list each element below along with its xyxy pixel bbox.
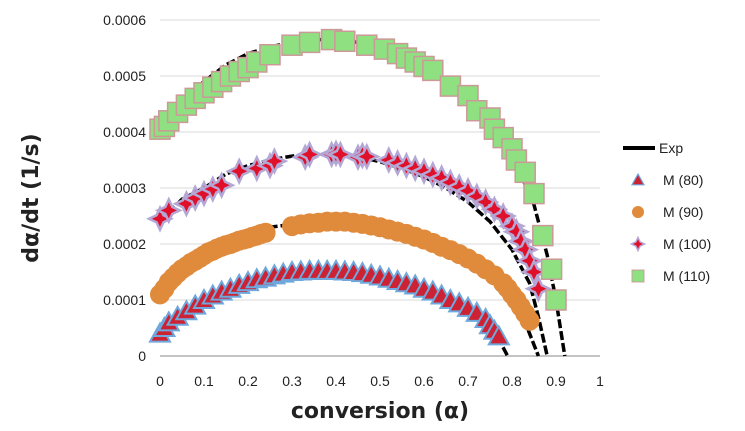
x-tick-label: 0.2	[238, 373, 258, 389]
x-tick-label: 0	[156, 373, 164, 389]
y-tick-label: 0.0006	[103, 12, 146, 28]
data-point-star	[295, 140, 324, 169]
y-tick-label: 0.0004	[103, 124, 146, 140]
y-tick-label: 0	[138, 348, 146, 364]
x-tick-label: 0.3	[282, 373, 302, 389]
x-tick-labels: 0 0.1 0.2 0.3 0.4 0.5 0.6 0.7 0.8 0.9 1	[156, 373, 604, 389]
x-axis-title: conversion (α)	[291, 399, 469, 424]
x-tick-label: 0.5	[370, 373, 390, 389]
data-point-square	[532, 224, 554, 247]
data-point-square	[259, 43, 281, 66]
legend-label: M (90)	[663, 204, 703, 220]
data-point-star	[326, 140, 355, 169]
legend-item: M (90)	[632, 204, 703, 220]
legend-label: Exp	[659, 140, 683, 156]
data-point-circle	[255, 222, 276, 243]
y-tick-label: 0.0003	[103, 180, 146, 196]
data-point-star	[480, 195, 509, 224]
legend-item: Exp	[623, 140, 683, 156]
data-point-square	[422, 59, 444, 82]
data-markers	[146, 28, 567, 346]
data-point-star	[520, 258, 548, 286]
series-triangle-markers	[148, 258, 511, 346]
x-tick-label: 1	[596, 373, 604, 389]
legend-item: M (80)	[630, 172, 703, 188]
legend-label: M (110)	[663, 268, 710, 284]
data-point-square	[334, 30, 356, 53]
legend-marker-swatch	[632, 206, 644, 218]
data-point-star	[225, 157, 254, 186]
y-tick-label: 0.0005	[103, 68, 146, 84]
data-point-star	[154, 196, 183, 225]
data-point-square	[298, 31, 321, 54]
legend-marker-swatch	[631, 269, 645, 283]
data-point-star	[207, 171, 236, 200]
data-point-star	[352, 142, 381, 171]
legend-item: M (100)	[629, 235, 711, 253]
data-point-triangle	[487, 324, 511, 346]
data-point-square	[514, 161, 536, 184]
data-point-square	[540, 258, 563, 280]
x-tick-label: 0.6	[414, 373, 434, 389]
legend-marker-swatch	[630, 172, 646, 186]
legend-marker-swatch	[629, 235, 647, 253]
series-circle-markers	[150, 211, 540, 331]
x-tick-label: 0.4	[326, 373, 346, 389]
data-point-square	[545, 289, 567, 311]
y-axis-title: dα/dt (1/s)	[19, 133, 44, 262]
x-tick-label: 0.8	[502, 373, 522, 389]
series-star-markers	[146, 139, 553, 303]
x-tick-label: 0.1	[194, 373, 214, 389]
data-point-star	[260, 147, 289, 176]
data-point-star	[524, 274, 553, 303]
exp-curve	[158, 269, 510, 357]
legend-label: M (80)	[663, 172, 703, 188]
y-tick-labels: 0 0.0001 0.0002 0.0003 0.0004 0.0005 0.0006	[103, 12, 146, 364]
x-tick-label: 0.7	[458, 373, 478, 389]
data-point-circle	[519, 310, 540, 331]
legend: Exp M (80) M (90) M (100) M (110)	[623, 140, 711, 284]
data-point-star	[471, 188, 500, 216]
series-square-markers	[149, 28, 567, 311]
legend-item: M (110)	[631, 268, 710, 284]
x-tick-label: 0.9	[546, 373, 566, 389]
y-tick-label: 0.0001	[103, 292, 146, 308]
legend-label: M (100)	[663, 236, 711, 252]
data-point-square	[523, 182, 545, 205]
y-tick-label: 0.0002	[103, 236, 146, 252]
